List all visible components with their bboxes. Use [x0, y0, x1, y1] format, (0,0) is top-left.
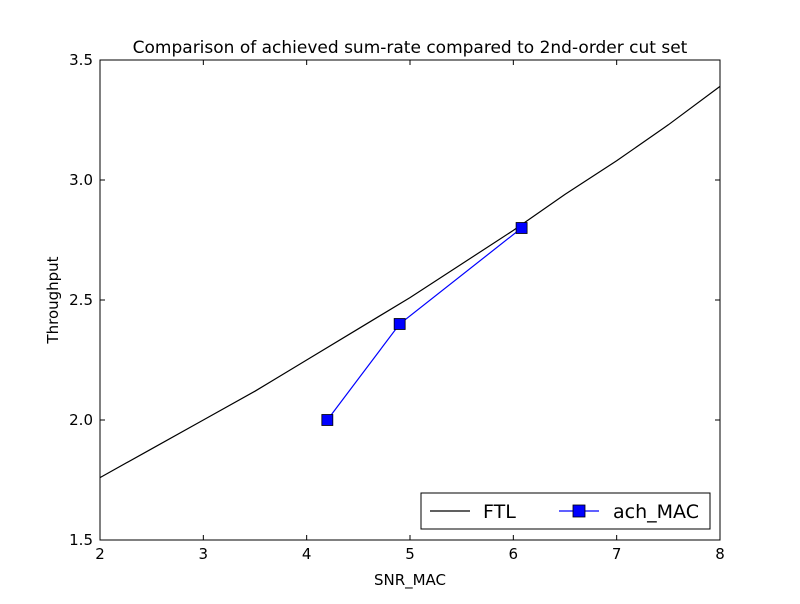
y-tick-label: 3.5	[69, 51, 93, 69]
y-tick-label: 2.0	[69, 411, 93, 429]
y-tick-label: 2.5	[69, 291, 93, 309]
series-line-ach-mac	[326, 227, 522, 421]
ticks-layer: 2 3 4 5 6 7 8 1.5 2.0 2.5 3.0 3.5	[69, 51, 725, 563]
legend: FTL ach_MAC	[420, 492, 711, 530]
x-axis-label: SNR_MAC	[374, 571, 446, 590]
plot-layer	[99, 85, 721, 479]
data-point-ach-mac	[393, 318, 406, 330]
series-line-ftl	[99, 85, 721, 479]
data-point-ach-mac	[321, 414, 334, 426]
x-tick-label: 4	[302, 545, 312, 563]
data-point-ach-mac	[515, 222, 528, 234]
x-tick-label: 6	[509, 545, 519, 563]
y-tick-label: 3.0	[69, 171, 93, 189]
plot-frame	[99, 59, 721, 541]
x-tick-label: 5	[405, 545, 415, 563]
legend-label-ftl: FTL	[483, 501, 516, 523]
x-tick-label: 8	[715, 545, 725, 563]
y-axis-label: Throughput	[44, 256, 62, 344]
legend-marker-ach-mac	[572, 504, 586, 518]
legend-label-ach-mac: ach_MAC	[613, 501, 699, 523]
x-tick-label: 3	[199, 545, 209, 563]
chart-title: Comparison of achieved sum-rate compared…	[133, 38, 688, 58]
x-tick-label: 2	[95, 545, 105, 563]
x-tick-label: 7	[612, 545, 622, 563]
y-tick-label: 1.5	[69, 531, 93, 549]
